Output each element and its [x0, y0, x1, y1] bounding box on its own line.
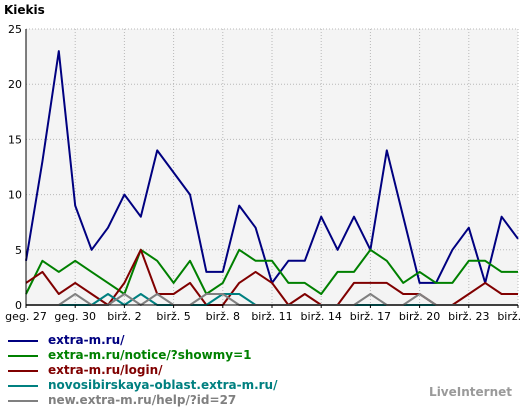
legend-label: extra-m.ru/login/ [48, 363, 163, 377]
x-tick-label: birž. 14 [301, 310, 342, 323]
legend-swatch [8, 340, 38, 342]
axes [25, 29, 519, 308]
series-line [25, 248, 518, 295]
legend-label: new.extra-m.ru/help/?id=27 [48, 393, 237, 407]
chart-title: Kiekis [4, 3, 45, 17]
y-tick-label: 10 [8, 189, 22, 202]
legend-swatch [8, 370, 38, 372]
legend-swatch [8, 400, 38, 402]
legend-swatch [8, 385, 38, 387]
y-tick-label: 20 [8, 78, 22, 91]
x-tick-label: birž. 2 [107, 310, 141, 323]
brand-label: LiveInternet [429, 385, 512, 399]
y-tick-label: 25 [8, 23, 22, 36]
x-tick-label: birž. 26 [497, 310, 520, 323]
legend-label: extra-m.ru/notice/?showmy=1 [48, 348, 252, 362]
tick-labels: 0 5 10 15 20 25 geg. 27 geg. 30 birž. 2 birž. 5 bi… [5, 23, 520, 323]
x-tick-label: birž. 5 [156, 310, 190, 323]
legend-label: extra-m.ru/ [48, 333, 125, 347]
legend-swatch [8, 355, 38, 357]
x-tick-label: geg. 30 [54, 310, 96, 323]
grid-lines [25, 28, 519, 305]
y-tick-label: 5 [15, 244, 22, 257]
y-tick-label: 0 [15, 299, 22, 312]
y-tick-label: 15 [8, 133, 22, 146]
x-tick-label: birž. 8 [206, 310, 240, 323]
line-chart: 0 5 10 15 20 25 geg. 27 geg. 30 birž. 2 birž. 5 bi… [5, 23, 520, 323]
x-tick-label: birž. 11 [251, 310, 292, 323]
x-tick-label: birž. 17 [350, 310, 391, 323]
x-tick-label: birž. 20 [399, 310, 440, 323]
legend-label: novosibirskaya-oblast.extra-m.ru/ [48, 378, 278, 392]
x-tick-label: geg. 27 [5, 310, 47, 323]
x-tick-label: birž. 23 [448, 310, 489, 323]
